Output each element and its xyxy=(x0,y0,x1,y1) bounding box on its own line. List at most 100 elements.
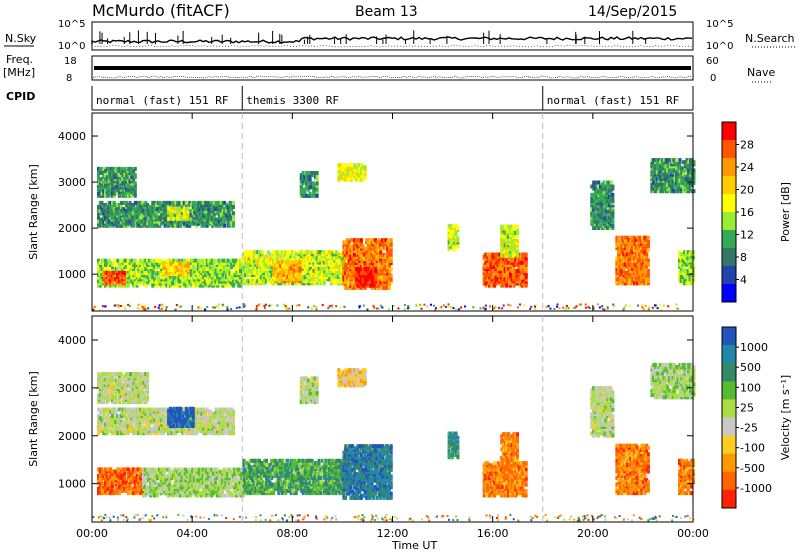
data-cell xyxy=(374,267,378,271)
data-cell xyxy=(599,203,603,208)
data-cell xyxy=(281,272,285,277)
data-cell xyxy=(296,252,300,257)
data-cell xyxy=(668,158,671,163)
scatter-cell xyxy=(158,304,161,307)
data-cell xyxy=(629,250,633,255)
data-cell xyxy=(456,238,460,243)
data-cell xyxy=(310,277,314,282)
data-cell xyxy=(517,277,521,282)
data-cell xyxy=(133,173,137,178)
data-cell xyxy=(685,158,689,163)
data-cell xyxy=(609,199,613,204)
data-cell xyxy=(659,168,663,173)
data-cell xyxy=(107,275,111,280)
scatter-cell xyxy=(315,306,318,309)
data-cell xyxy=(683,185,687,190)
data-cell xyxy=(132,265,136,269)
data-cell xyxy=(146,258,150,263)
data-cell xyxy=(606,199,610,204)
data-cell xyxy=(189,221,193,226)
scatter-cell xyxy=(160,307,163,310)
data-cell xyxy=(308,258,312,263)
data-cell xyxy=(205,213,209,218)
data-cell xyxy=(301,171,305,175)
data-cell xyxy=(669,172,673,177)
data-cell xyxy=(377,238,381,243)
data-cell xyxy=(210,258,214,263)
data-cell xyxy=(102,258,106,263)
data-cell xyxy=(279,272,283,277)
data-cell xyxy=(676,185,680,190)
data-cell xyxy=(643,239,647,244)
data-cell xyxy=(298,270,302,275)
data-cell xyxy=(186,275,190,280)
data-cell xyxy=(303,281,307,286)
data-cell xyxy=(384,273,388,278)
data-cell xyxy=(328,270,332,275)
data-cell xyxy=(305,279,309,284)
scatter-cell xyxy=(565,304,568,307)
data-cell xyxy=(507,275,511,280)
data-cell xyxy=(303,262,307,267)
data-cell xyxy=(351,283,355,288)
data-cell xyxy=(195,269,199,274)
scatter-cell xyxy=(509,304,512,307)
data-cell xyxy=(196,205,200,210)
data-cell xyxy=(501,275,505,280)
data-cell xyxy=(324,258,328,263)
data-cell xyxy=(107,207,111,212)
data-cell xyxy=(167,279,171,284)
data-cell xyxy=(484,254,488,259)
data-cell xyxy=(354,171,358,176)
data-cell xyxy=(98,260,102,265)
data-cell xyxy=(125,221,129,226)
data-cell xyxy=(123,221,127,226)
data-cell xyxy=(169,261,173,266)
data-cell xyxy=(301,268,305,273)
scatter-cell xyxy=(565,306,568,309)
data-cell xyxy=(98,221,102,226)
data-cell xyxy=(139,265,143,269)
data-cell xyxy=(669,166,673,171)
data-cell xyxy=(97,193,100,198)
data-cell xyxy=(331,273,335,277)
data-cell xyxy=(500,275,504,280)
data-cell xyxy=(299,179,303,184)
data-cell xyxy=(510,224,514,229)
scatter-cell xyxy=(362,304,365,307)
data-cell xyxy=(636,281,640,286)
data-cell xyxy=(346,165,350,170)
data-cell xyxy=(223,258,227,263)
data-cell xyxy=(629,266,633,271)
data-cell xyxy=(346,169,350,174)
data-cell xyxy=(237,265,241,269)
data-cell xyxy=(104,183,107,188)
data-cell xyxy=(606,203,610,208)
data-cell xyxy=(382,277,386,282)
data-cell xyxy=(203,213,207,218)
data-cell xyxy=(345,254,349,259)
data-cell xyxy=(198,200,202,205)
scatter-cell xyxy=(482,306,485,309)
scatter-cell xyxy=(255,305,258,308)
data-cell xyxy=(597,207,601,212)
data-cell xyxy=(653,183,657,187)
data-cell xyxy=(160,211,164,216)
data-cell xyxy=(286,262,290,267)
data-cell xyxy=(607,184,611,189)
data-cell xyxy=(226,221,230,226)
data-cell xyxy=(226,211,230,216)
data-cell xyxy=(116,267,120,271)
data-cell xyxy=(221,207,225,212)
data-cell xyxy=(659,189,663,194)
data-cell xyxy=(110,277,114,282)
data-cell xyxy=(149,279,153,284)
data-cell xyxy=(372,244,376,249)
data-cell xyxy=(629,256,633,261)
data-cell xyxy=(273,258,277,263)
data-cell xyxy=(182,210,186,215)
data-cell xyxy=(289,254,293,259)
data-cell xyxy=(230,275,234,280)
data-cell xyxy=(140,271,144,276)
data-cell xyxy=(251,277,254,282)
